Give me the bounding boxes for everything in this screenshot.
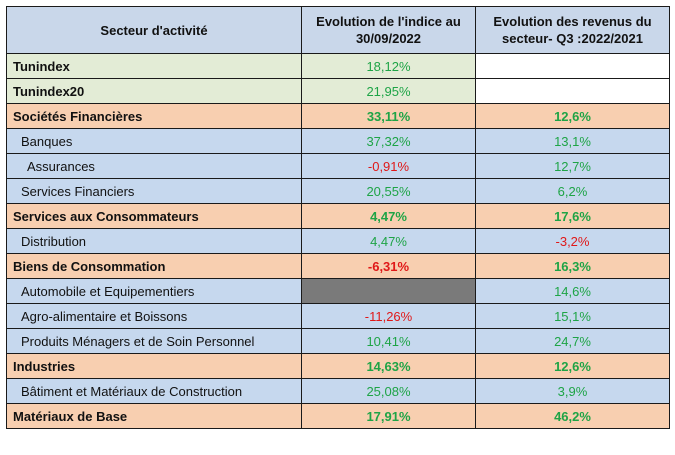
row-label: Bâtiment et Matériaux de Construction	[6, 378, 302, 404]
row-label: Tunindex	[6, 53, 302, 79]
table-row: Tunindex 18,12%	[6, 53, 670, 79]
row-label: Automobile et Equipementiers	[6, 278, 302, 304]
index-value: 14,63%	[301, 353, 476, 379]
row-label: Matériaux de Base	[6, 403, 302, 429]
row-label: Distribution	[6, 228, 302, 254]
revenue-value: 12,6%	[475, 103, 670, 129]
table-row: Biens de Consommation -6,31% 16,3%	[6, 253, 670, 279]
row-label: Assurances	[6, 153, 302, 179]
index-value-missing	[301, 278, 476, 304]
index-value: -0,91%	[301, 153, 476, 179]
row-label: Sociétés Financières	[6, 103, 302, 129]
index-value: -6,31%	[301, 253, 476, 279]
index-value: 25,08%	[301, 378, 476, 404]
row-label: Tunindex20	[6, 78, 302, 104]
revenue-value	[475, 78, 670, 104]
index-value: 20,55%	[301, 178, 476, 204]
row-label: Services aux Consommateurs	[6, 203, 302, 229]
table-row: Automobile et Equipementiers 14,6%	[6, 278, 670, 304]
index-value: 33,11%	[301, 103, 476, 129]
row-label: Produits Ménagers et de Soin Personnel	[6, 328, 302, 354]
sector-performance-table: Secteur d'activité Evolution de l'indice…	[6, 6, 670, 429]
row-label: Services Financiers	[6, 178, 302, 204]
table-row: Assurances -0,91% 12,7%	[6, 153, 670, 179]
table-row: Bâtiment et Matériaux de Construction 25…	[6, 378, 670, 404]
header-sector: Secteur d'activité	[6, 6, 302, 54]
index-value: -11,26%	[301, 303, 476, 329]
revenue-value: 13,1%	[475, 128, 670, 154]
row-label: Agro-alimentaire et Boissons	[6, 303, 302, 329]
table-row: Services Financiers 20,55% 6,2%	[6, 178, 670, 204]
revenue-value: 15,1%	[475, 303, 670, 329]
table-row: Tunindex20 21,95%	[6, 78, 670, 104]
index-value: 4,47%	[301, 228, 476, 254]
revenue-value: 6,2%	[475, 178, 670, 204]
table-row: Distribution 4,47% -3,2%	[6, 228, 670, 254]
revenue-value: -3,2%	[475, 228, 670, 254]
row-label: Banques	[6, 128, 302, 154]
table-header-row: Secteur d'activité Evolution de l'indice…	[6, 6, 670, 54]
index-value: 17,91%	[301, 403, 476, 429]
table-row: Produits Ménagers et de Soin Personnel 1…	[6, 328, 670, 354]
index-value: 18,12%	[301, 53, 476, 79]
index-value: 4,47%	[301, 203, 476, 229]
sector-table-container: Secteur d'activité Evolution de l'indice…	[6, 6, 670, 429]
revenue-value: 17,6%	[475, 203, 670, 229]
table-row: Sociétés Financières 33,11% 12,6%	[6, 103, 670, 129]
revenue-value: 3,9%	[475, 378, 670, 404]
table-row: Matériaux de Base 17,91% 46,2%	[6, 403, 670, 429]
table-row: Banques 37,32% 13,1%	[6, 128, 670, 154]
table-row: Services aux Consommateurs 4,47% 17,6%	[6, 203, 670, 229]
revenue-value: 24,7%	[475, 328, 670, 354]
revenue-value: 46,2%	[475, 403, 670, 429]
row-label: Industries	[6, 353, 302, 379]
index-value: 37,32%	[301, 128, 476, 154]
revenue-value: 16,3%	[475, 253, 670, 279]
table-row: Industries 14,63% 12,6%	[6, 353, 670, 379]
index-value: 10,41%	[301, 328, 476, 354]
revenue-value	[475, 53, 670, 79]
revenue-value: 12,6%	[475, 353, 670, 379]
revenue-value: 12,7%	[475, 153, 670, 179]
header-index-evolution: Evolution de l'indice au 30/09/2022	[301, 6, 476, 54]
table-row: Agro-alimentaire et Boissons -11,26% 15,…	[6, 303, 670, 329]
header-revenue-evolution: Evolution des revenus du secteur- Q3 :20…	[475, 6, 670, 54]
index-value: 21,95%	[301, 78, 476, 104]
row-label: Biens de Consommation	[6, 253, 302, 279]
revenue-value: 14,6%	[475, 278, 670, 304]
